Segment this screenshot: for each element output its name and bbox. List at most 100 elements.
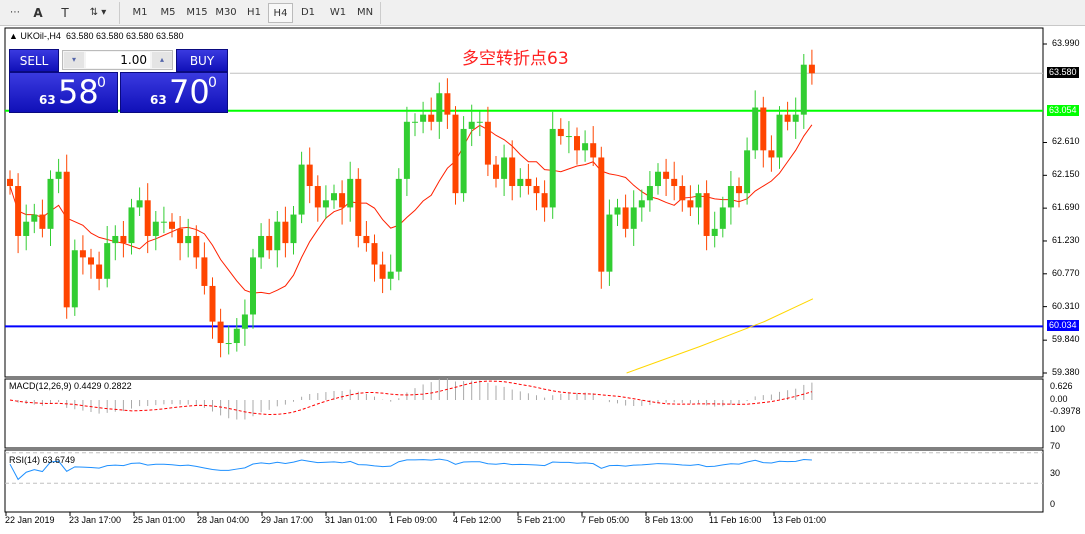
candle-body	[468, 121, 475, 129]
chart-header: ▲ UKOil-,H4 63.580 63.580 63.580 63.580	[9, 31, 184, 41]
price-tick-label: 60.770	[1052, 267, 1080, 278]
time-tick-label: 31 Jan 01:00	[325, 515, 378, 525]
candle-body	[355, 178, 362, 236]
candle-body	[695, 193, 702, 208]
time-tick-label: 11 Feb 16:00	[709, 515, 762, 525]
buy-button[interactable]: BUY	[176, 49, 228, 72]
candle-body	[452, 114, 459, 194]
candle-body	[314, 186, 321, 208]
toolbar: ⋯ A T ⇅ ▾ M1 M5 M15 M30 H1 H4 D1 W1 MN	[0, 0, 1085, 26]
tf-m1[interactable]: M1	[132, 7, 148, 18]
candle-body	[71, 250, 78, 308]
buy-price-fraction: 0	[208, 75, 217, 91]
candle-body	[395, 178, 402, 272]
candle-body	[533, 186, 540, 194]
text-tool-icon[interactable]: A	[33, 6, 43, 20]
rsi-tick-label: 0	[1050, 499, 1056, 509]
candle-body	[663, 171, 670, 179]
price-tick-label: 62.150	[1052, 169, 1080, 180]
separator	[119, 2, 120, 24]
candle-body	[274, 221, 281, 251]
candle-body	[444, 93, 451, 115]
candle-body	[387, 271, 394, 279]
volume-stepper: ▾ 1.00 ▴	[62, 50, 173, 70]
time-tick-label: 8 Feb 13:00	[645, 515, 694, 525]
candle-body	[638, 200, 645, 208]
candle-body	[436, 93, 443, 122]
tf-m15[interactable]: M15	[186, 7, 208, 18]
candle-body	[509, 157, 516, 187]
current-price-tag: 63.580	[1047, 67, 1079, 79]
moving-average-line	[9, 124, 813, 295]
fibo-fan-icon[interactable]: ⋯	[10, 7, 20, 18]
candle-body	[322, 200, 329, 208]
candle-body	[217, 321, 224, 344]
time-tick-label: 13 Feb 01:00	[773, 515, 827, 525]
sell-price-pips: 58	[58, 73, 99, 111]
price-tick-label: 63.990	[1052, 38, 1080, 48]
sell-button[interactable]: SELL	[9, 49, 59, 72]
arrows-icon[interactable]: ⇅ ▾	[89, 7, 107, 18]
tf-h4[interactable]: H4	[268, 3, 293, 23]
buy-price-big: 63	[150, 93, 167, 107]
candle-body	[565, 136, 572, 138]
volume-up-button[interactable]: ▴	[152, 52, 172, 68]
price-tick-label: 59.380	[1052, 367, 1080, 377]
candle-body	[47, 178, 54, 229]
chart-canvas[interactable]	[0, 27, 1085, 534]
candle-body	[55, 171, 62, 179]
candle-body	[403, 121, 410, 179]
candle-body	[136, 200, 143, 208]
time-tick-label: 4 Feb 12:00	[453, 515, 502, 525]
price-tick-label: 61.230	[1052, 234, 1080, 245]
time-tick-label: 5 Feb 21:00	[517, 515, 566, 525]
text-label-icon[interactable]: T	[61, 6, 69, 20]
tf-w1[interactable]: W1	[329, 7, 347, 18]
candle-body	[331, 193, 337, 201]
macd-tick-label: 0.626	[1050, 381, 1073, 391]
candle-body	[371, 243, 378, 265]
candle-body	[420, 114, 427, 122]
candle-body	[112, 235, 119, 244]
tf-d1[interactable]: D1	[300, 7, 316, 18]
tf-h1[interactable]: H1	[247, 7, 261, 18]
candle-body	[476, 121, 483, 123]
candle-body	[63, 171, 70, 308]
tf-m5[interactable]: M5	[160, 7, 176, 18]
macd-panel	[4, 378, 1044, 449]
candle-body	[501, 157, 508, 179]
candle-body	[39, 214, 46, 229]
candle-body	[646, 186, 653, 201]
candle-body	[687, 200, 694, 208]
sell-price-big: 63	[39, 93, 56, 107]
tf-mn[interactable]: MN	[356, 7, 374, 18]
candle-body	[209, 285, 216, 322]
candle-body	[574, 136, 580, 151]
buy-price[interactable]: 63 70 0	[120, 72, 228, 113]
candle-body	[800, 64, 807, 115]
candle-body	[241, 314, 248, 329]
candle-body	[233, 328, 240, 344]
candle-body	[768, 150, 775, 158]
candle-body	[144, 200, 151, 236]
candle-body	[719, 207, 726, 229]
time-tick-label: 1 Feb 09:00	[389, 515, 438, 525]
tf-m30[interactable]: M30	[215, 7, 237, 18]
rsi-label: RSI(14) 63.6749	[9, 455, 76, 465]
candle-body	[703, 193, 710, 236]
candle-body	[671, 178, 678, 187]
symbol-label: UKOil-,H4	[20, 31, 61, 41]
chart-annotation: 多空转折点63	[462, 49, 569, 69]
candle-body	[15, 186, 22, 236]
candle-body	[711, 228, 718, 236]
rsi-panel	[4, 449, 1044, 513]
price-tick-label: 60.310	[1052, 300, 1080, 311]
volume-down-button[interactable]: ▾	[64, 52, 84, 68]
candle-body	[152, 221, 159, 236]
volume-input[interactable]: 1.00	[86, 52, 150, 68]
candle-body	[598, 157, 605, 272]
candle-body	[31, 214, 38, 222]
candle-body	[541, 193, 548, 208]
candle-body	[736, 186, 742, 194]
sell-price[interactable]: 63 58 0	[9, 72, 118, 113]
